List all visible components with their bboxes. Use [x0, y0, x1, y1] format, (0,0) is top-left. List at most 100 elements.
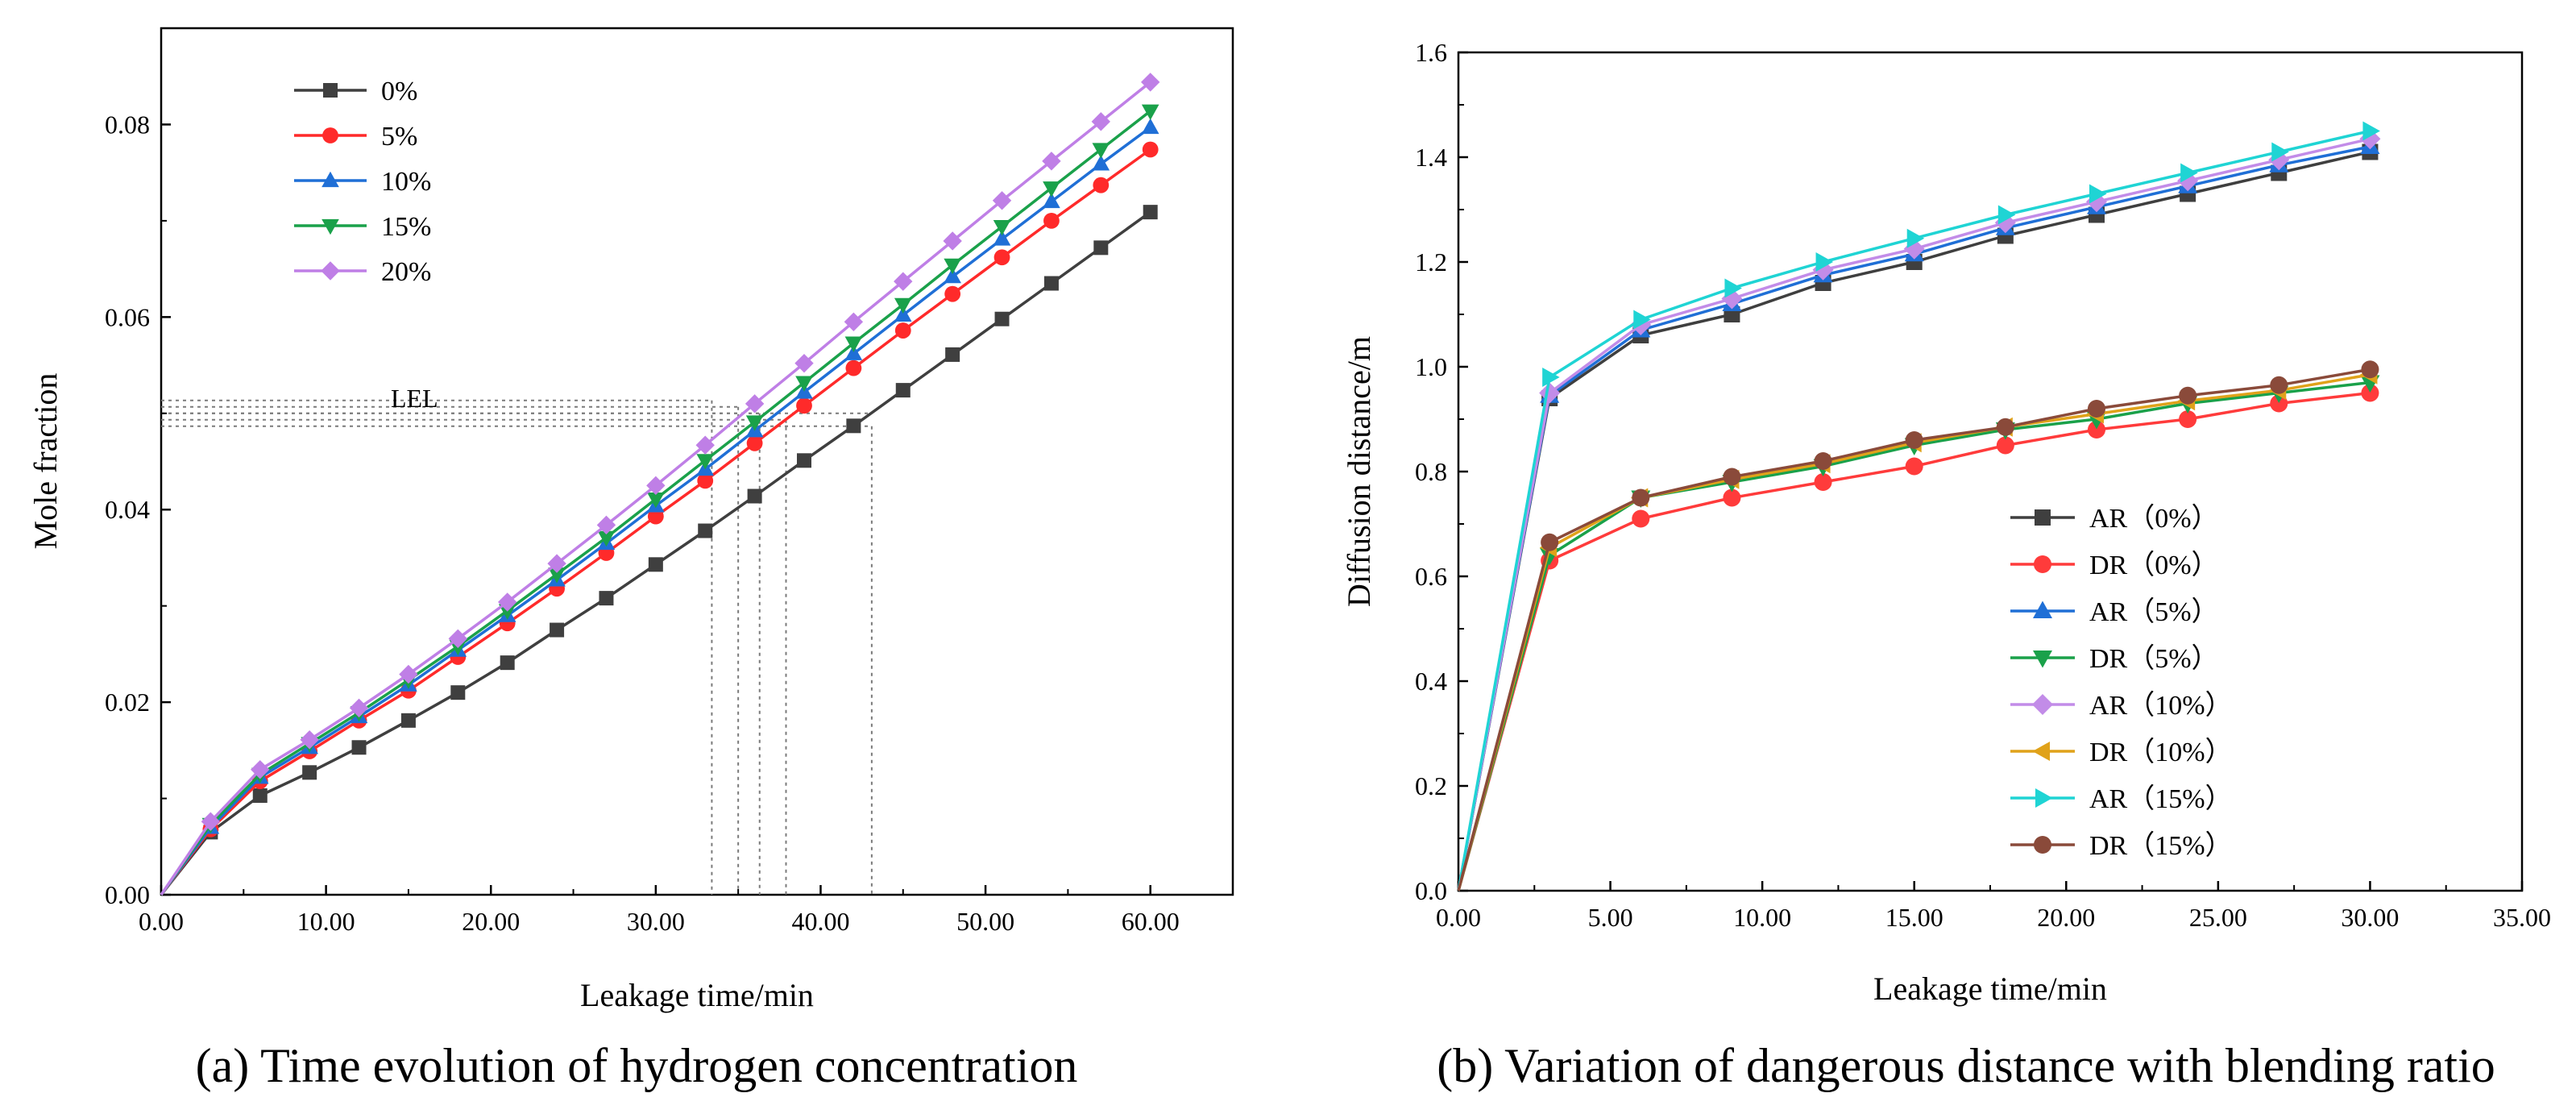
data-point: [747, 488, 762, 504]
data-point: [2179, 410, 2197, 428]
x-tick-label: 10.00: [297, 907, 355, 936]
data-point: [894, 306, 912, 322]
data-point: [351, 740, 367, 755]
series-7: [1457, 121, 2380, 892]
data-point: [548, 567, 566, 584]
data-point: [251, 760, 270, 779]
data-point: [1091, 112, 1111, 131]
data-point: [993, 230, 1011, 246]
chart-b-x-axis-title: Leakage time/min: [1873, 971, 2107, 1007]
data-point: [1143, 205, 1158, 220]
data-point: [1541, 533, 1559, 551]
data-point: [647, 508, 664, 525]
data-point: [1723, 468, 1741, 486]
data-point: [2180, 163, 2198, 183]
data-point: [1906, 228, 1925, 248]
legend-entry: 10%: [381, 167, 431, 197]
chart-b-ticks: 0.00 5.00 10.00 15.00 20.00 25.00 30.00 35.00 0.…: [1415, 38, 2551, 932]
data-point: [894, 297, 912, 314]
chart-a-series: [160, 73, 1160, 896]
y-tick-label: 0.8: [1415, 457, 1447, 486]
x-tick-label: 20.00: [2037, 903, 2095, 932]
data-point: [2361, 384, 2379, 402]
data-point: [498, 604, 516, 620]
series-4: [1457, 375, 2380, 892]
data-point: [1633, 310, 1651, 330]
legend-entry: 5%: [381, 122, 417, 152]
data-point: [795, 376, 813, 392]
data-point: [1092, 155, 1110, 171]
legend-marker: [323, 83, 338, 98]
legend-entry: 0%: [381, 77, 417, 106]
y-tick-label: 0.00: [105, 880, 150, 909]
x-tick-label: 50.00: [956, 907, 1014, 936]
data-point: [597, 530, 616, 547]
data-point: [1996, 436, 2014, 455]
chart-a-ticks: 0.00 10.00 20.00 30.00 40.00 50.00 60.00 0.00 0.…: [105, 110, 1180, 936]
data-point: [895, 383, 911, 398]
chart-a-lel-annotation: LEL: [391, 384, 438, 413]
legend-entry: 15%: [381, 212, 431, 242]
y-tick-label: 1.2: [1415, 247, 1447, 276]
data-point: [944, 267, 961, 284]
data-point: [794, 353, 814, 373]
series-2: [160, 141, 1159, 896]
chart-b-legend: AR（0%） DR（0%） AR（5%） DR（5%） AR（10%） DR（10%） AR…: [2010, 503, 2233, 861]
x-tick-label: 20.00: [462, 907, 520, 936]
data-point: [1905, 457, 1923, 476]
data-point: [845, 360, 862, 376]
x-tick-label: 10.00: [1733, 903, 1791, 932]
data-point: [844, 336, 863, 352]
data-point: [1141, 118, 1159, 135]
data-point: [797, 453, 811, 468]
data-point: [994, 311, 1010, 326]
data-point: [1043, 181, 1060, 197]
data-point: [698, 523, 713, 538]
legend-entry: DR（10%）: [2089, 737, 2233, 767]
legend-marker: [2033, 601, 2052, 618]
data-point: [300, 730, 319, 750]
data-point: [2361, 360, 2379, 379]
legend-marker: [321, 171, 339, 188]
legend-marker: [2034, 836, 2051, 854]
data-point: [844, 344, 863, 360]
chart-a-lel-guides: [161, 399, 873, 895]
data-point: [1814, 452, 1832, 470]
data-point: [746, 434, 763, 451]
legend-marker: [322, 127, 338, 143]
data-point: [1093, 177, 1110, 193]
x-tick-label: 60.00: [1122, 907, 1180, 936]
legend-marker: [321, 261, 340, 281]
legend-marker: [2035, 788, 2053, 808]
data-point: [796, 397, 812, 414]
data-point: [1142, 141, 1159, 158]
legend-marker: [2035, 509, 2051, 526]
chart-b: 0.00 5.00 10.00 15.00 20.00 25.00 30.00 35.00 0.…: [1341, 38, 2551, 1092]
legend-marker: [2032, 694, 2053, 715]
data-point: [745, 394, 765, 414]
y-tick-label: 0.6: [1415, 562, 1447, 591]
data-point: [648, 557, 663, 572]
y-tick-label: 1.0: [1415, 352, 1447, 381]
data-point: [945, 347, 960, 362]
data-point: [500, 655, 515, 671]
data-point: [844, 312, 864, 332]
data-point: [943, 231, 962, 251]
data-point: [646, 476, 666, 496]
data-point: [695, 435, 715, 455]
legend-entry: 20%: [381, 257, 431, 287]
series-5: [1457, 128, 2381, 892]
data-point: [944, 285, 961, 302]
data-point: [2089, 184, 2107, 204]
data-point: [2088, 421, 2105, 439]
data-point: [252, 788, 268, 803]
data-point: [599, 591, 614, 606]
chart-a-y-axis-title: Mole fraction: [27, 373, 64, 550]
legend-marker: [2032, 742, 2050, 761]
data-point: [400, 713, 416, 728]
x-tick-label: 5.00: [1588, 903, 1633, 932]
series-5: [160, 73, 1160, 896]
data-point: [1724, 278, 1742, 298]
data-point: [349, 698, 369, 717]
data-point: [1042, 152, 1061, 171]
